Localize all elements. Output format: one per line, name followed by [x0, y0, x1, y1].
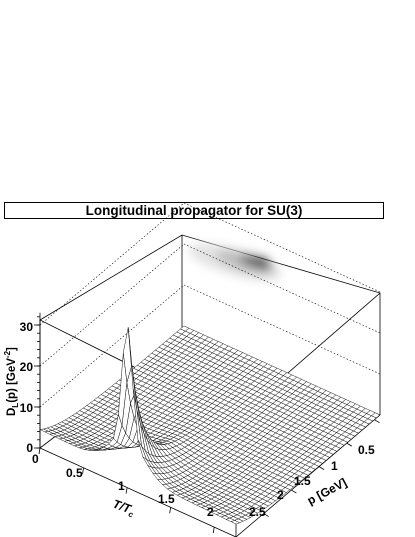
- y-tick-1: 1: [331, 459, 338, 473]
- x-tick-0: 0: [32, 452, 39, 466]
- grid-line: [183, 243, 381, 334]
- x-axis-line: [39, 447, 237, 537]
- x-tick-1: 1: [118, 479, 125, 493]
- y-axis-label: p [GeV]: [305, 475, 349, 507]
- x-tick-1.5: 1.5: [158, 492, 175, 506]
- z-tick-20: 20: [20, 360, 34, 374]
- x-tick-mark: [38, 447, 41, 455]
- surface-cell: [230, 520, 241, 525]
- y-tick-mark: [263, 513, 269, 517]
- surface-mesh: [39, 325, 381, 525]
- y-tick-mark: [346, 442, 352, 447]
- axis-ticks: [34, 312, 381, 537]
- y-tick-mark: [374, 419, 380, 424]
- y-tick-0.5: 0.5: [358, 443, 375, 457]
- y-tick-2: 2: [277, 488, 284, 502]
- x-tick-mark: [82, 467, 84, 474]
- z-tick-0: 0: [26, 441, 33, 455]
- z-tick-10: 10: [20, 401, 34, 415]
- x-tick-mark: [169, 507, 172, 514]
- y-axis-line: [235, 414, 381, 537]
- x-tick-mark: [125, 487, 128, 494]
- y-tick-mark: [291, 489, 297, 494]
- z-tick-30: 30: [20, 320, 34, 334]
- y-tick-mark: [318, 466, 325, 470]
- x-tick-mark: [212, 527, 215, 534]
- chart-title: Longitudinal propagator for SU(3): [4, 202, 384, 219]
- y-tick-1.5: 1.5: [294, 474, 311, 488]
- grid-lines: [39, 202, 381, 408]
- y-tick-2.5: 2.5: [249, 505, 266, 519]
- grid-line: [183, 284, 381, 375]
- top-contour: [188, 243, 282, 281]
- x-axis-label: T/Tc: [110, 497, 137, 520]
- grid-line: [183, 202, 381, 293]
- x-tick-2: 2: [207, 505, 214, 519]
- x-tick-0.5: 0.5: [66, 466, 83, 480]
- z-axis-label: DL(p) [GeV-2]: [3, 347, 20, 416]
